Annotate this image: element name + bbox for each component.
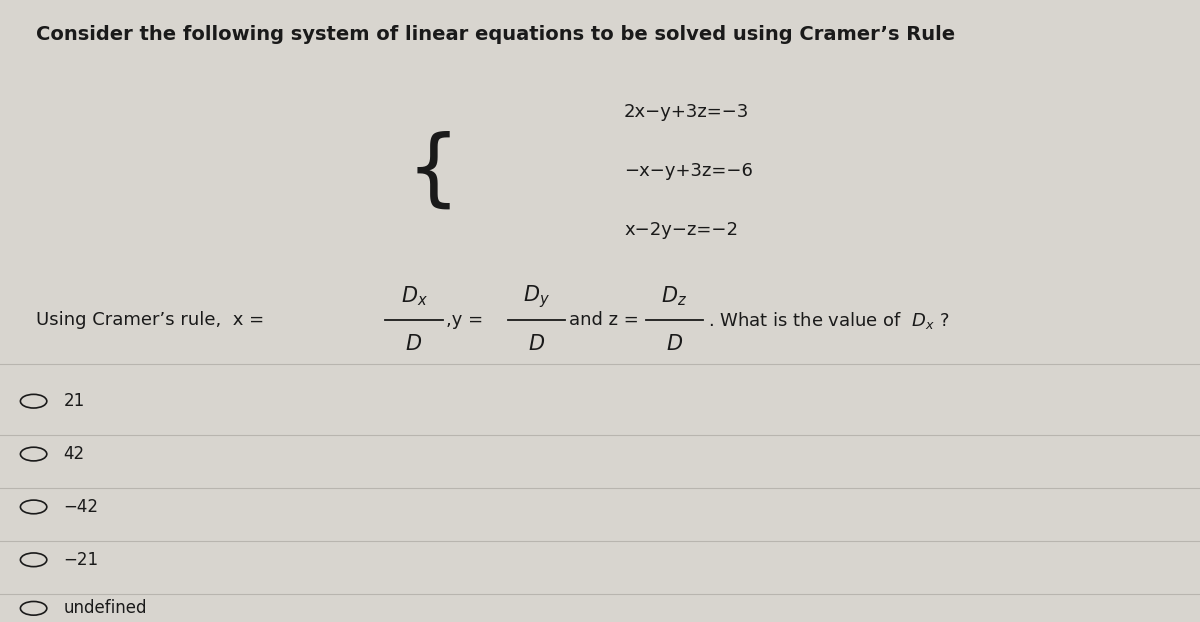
- Text: x−2y−z=−2: x−2y−z=−2: [624, 221, 738, 239]
- Text: 2x−y+3z=−3: 2x−y+3z=−3: [624, 103, 749, 121]
- Text: −x−y+3z=−6: −x−y+3z=−6: [624, 162, 752, 180]
- Text: $D$: $D$: [666, 334, 683, 354]
- Text: {: {: [407, 131, 460, 211]
- Text: −21: −21: [64, 551, 98, 569]
- Text: $D$: $D$: [528, 334, 545, 354]
- Text: $D$: $D$: [406, 334, 422, 354]
- Text: −42: −42: [64, 498, 98, 516]
- Text: undefined: undefined: [64, 600, 148, 617]
- Text: $D_z$: $D_z$: [661, 285, 688, 309]
- Text: Using Cramer’s rule,  x =: Using Cramer’s rule, x =: [36, 312, 264, 329]
- Text: ,y =: ,y =: [446, 312, 484, 329]
- Text: Consider the following system of linear equations to be solved using Cramer’s Ru: Consider the following system of linear …: [36, 25, 955, 44]
- Text: 42: 42: [64, 445, 85, 463]
- Text: $D_y$: $D_y$: [523, 283, 550, 310]
- Text: and z =: and z =: [569, 312, 638, 329]
- Text: . What is the value of  $D_x$ ?: . What is the value of $D_x$ ?: [708, 310, 949, 331]
- Text: $D_x$: $D_x$: [401, 285, 427, 309]
- Text: 21: 21: [64, 392, 85, 410]
